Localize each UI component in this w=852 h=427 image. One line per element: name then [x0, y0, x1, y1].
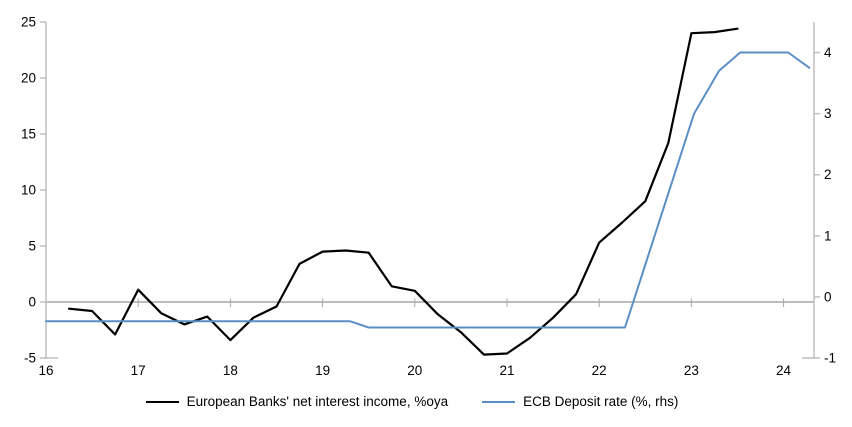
x-tick-label: 22 [592, 363, 607, 378]
left-y-tick-label: 5 [28, 239, 36, 254]
left-y-tick-label: 15 [21, 127, 36, 142]
x-tick-label: 24 [776, 363, 792, 378]
x-tick-label: 16 [38, 363, 53, 378]
right-y-tick-label: 3 [824, 106, 832, 121]
left-y-tick-label: 10 [21, 183, 36, 198]
left-y-tick-label: -5 [24, 351, 36, 366]
ecb-deposit-rate-line [45, 51, 811, 329]
x-tick-label: 18 [223, 363, 238, 378]
legend-item-ecb: ECB Deposit rate (%, rhs) [482, 394, 678, 409]
legend-item-nii: European Banks' net interest income, %oy… [145, 394, 449, 409]
legend: European Banks' net interest income, %oy… [0, 394, 838, 409]
left-y-tick-label: 20 [21, 71, 36, 86]
blue-line-swatch [482, 400, 516, 403]
right-y-tick-label: 0 [824, 289, 832, 304]
right-y-tick-label: 4 [824, 45, 832, 60]
left-y-tick-label: 0 [28, 295, 36, 310]
x-tick-label: 17 [131, 363, 146, 378]
black-line-swatch [145, 400, 179, 403]
x-tick-label: 21 [499, 363, 514, 378]
legend-label-nii: European Banks' net interest income, %oy… [186, 394, 449, 409]
nii-line [67, 27, 739, 356]
x-tick-label: 19 [315, 363, 330, 378]
right-y-tick-label: 2 [824, 167, 832, 182]
legend-label-ecb: ECB Deposit rate (%, rhs) [523, 394, 679, 409]
x-tick-label: 23 [684, 363, 699, 378]
right-y-tick-label: 1 [824, 228, 832, 243]
left-y-tick-label: 25 [21, 15, 36, 30]
right-y-tick-label: -1 [824, 351, 836, 366]
x-tick-label: 20 [407, 363, 422, 378]
